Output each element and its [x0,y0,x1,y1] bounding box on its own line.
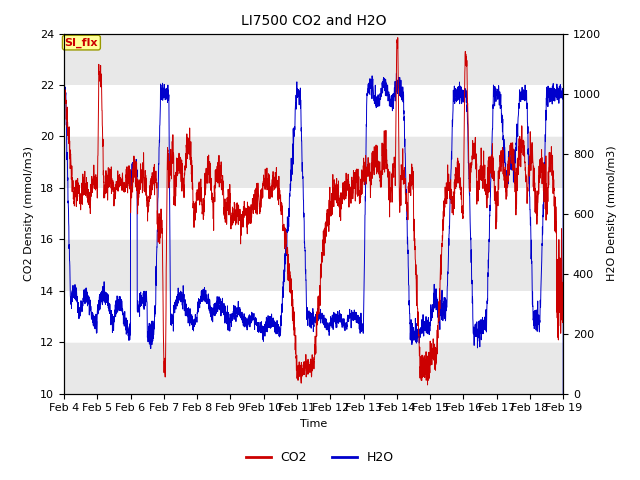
Title: LI7500 CO2 and H2O: LI7500 CO2 and H2O [241,14,387,28]
Y-axis label: CO2 Density (mmol/m3): CO2 Density (mmol/m3) [24,146,35,281]
Bar [64,34,563,85]
Text: SI_flx: SI_flx [65,37,98,48]
Bar [64,240,563,291]
Y-axis label: H2O Density (mmol/m3): H2O Density (mmol/m3) [607,146,616,281]
X-axis label: Time: Time [300,419,327,429]
Legend: CO2, H2O: CO2, H2O [241,446,399,469]
Bar [64,136,563,188]
Bar [64,342,563,394]
